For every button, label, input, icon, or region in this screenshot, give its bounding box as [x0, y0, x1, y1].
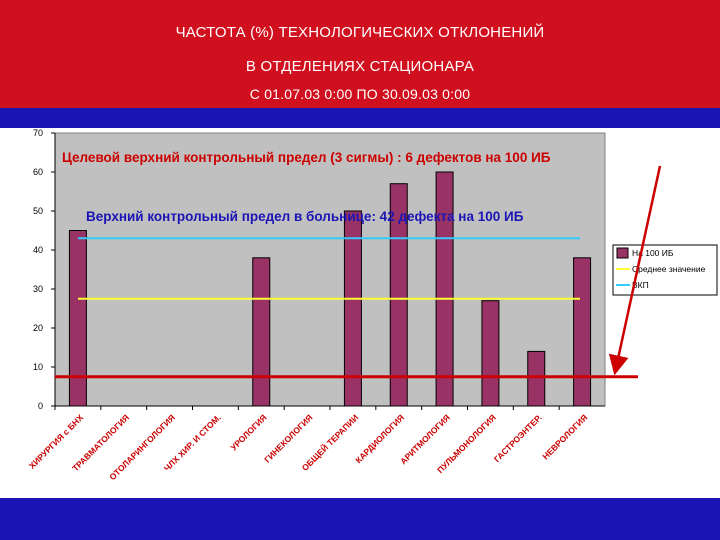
date-range: С 01.07.03 0:00 ПО 30.09.03 0:00	[249, 86, 471, 102]
x-category-label: ГИНЕКОЛОГИЯ	[262, 412, 314, 464]
y-tick-label: 40	[33, 245, 43, 255]
bar-9	[435, 171, 454, 407]
y-tick-label: 30	[33, 284, 43, 294]
legend-label-mean: Среднее значение	[632, 264, 706, 274]
y-tick-label: 20	[33, 323, 43, 333]
header-banner: ЧАСТОТА (%) ТЕХНОЛОГИЧЕСКИХ ОТКЛОНЕНИЙ В…	[0, 0, 720, 108]
top-blue-band	[0, 108, 720, 128]
title-line-1: ЧАСТОТА (%) ТЕХНОЛОГИЧЕСКИХ ОТКЛОНЕНИЙ	[175, 24, 545, 41]
bar-10	[481, 300, 500, 407]
legend-box	[612, 244, 718, 296]
bar-1	[68, 230, 87, 407]
bar-12	[573, 257, 592, 407]
plot-area	[54, 132, 606, 407]
x-category-label: ГАСТРОЭНТЕР.	[492, 412, 544, 464]
legend-label-bars: На 100 ИБ	[632, 248, 674, 258]
y-tick-label: 0	[38, 401, 43, 411]
legend-swatch-bars	[616, 247, 629, 259]
x-category-label: КАРДИОЛОГИЯ	[353, 412, 406, 465]
bar-5	[252, 257, 271, 407]
legend-label-ucl: ВКП	[632, 280, 649, 290]
y-tick-label: 70	[33, 128, 43, 138]
y-tick-label: 60	[33, 167, 43, 177]
target-annotation: Целевой верхний контрольный предел (3 си…	[62, 150, 551, 165]
x-category-label: УРОЛОГИЯ	[228, 412, 268, 452]
hospital-annotation: Верхний контрольный предел в больнице: 4…	[86, 209, 524, 224]
bottom-blue-band	[0, 498, 720, 540]
title-line-2: В ОТДЕЛЕНИЯХ СТАЦИОНАРА	[245, 58, 475, 75]
y-tick-label: 10	[33, 362, 43, 372]
bar-11	[527, 350, 546, 407]
y-tick-label: 50	[33, 206, 43, 216]
x-category-label: НЕВРОЛОГИЯ	[540, 412, 589, 461]
annotation-arrow	[608, 165, 662, 376]
